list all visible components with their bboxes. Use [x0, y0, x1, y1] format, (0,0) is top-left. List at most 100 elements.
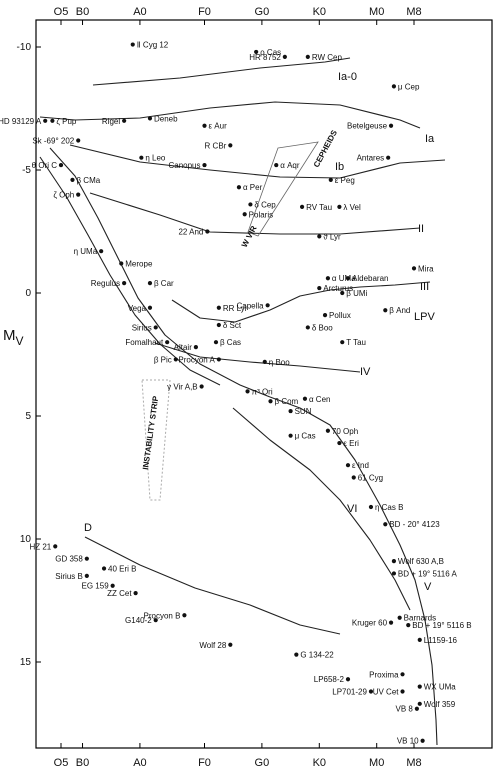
star-label: μ Cas	[295, 432, 316, 441]
star-label: L1159-16	[424, 636, 458, 645]
star-point: Arcturus	[317, 284, 353, 293]
star-dot	[133, 591, 138, 596]
stars-layer: HD 93129 A ζ Pup θ Ori C ζ Oph Ⅱ Cyg 12 ρ Cas…	[0, 41, 472, 746]
star-label: UV Cet	[373, 688, 400, 697]
star-point: η Boo	[262, 358, 290, 367]
star-label: Altair	[174, 343, 193, 352]
star-label: HD 93129 A	[0, 117, 42, 126]
luminosity-class-v: V	[424, 581, 432, 593]
star-label: T Tau	[346, 338, 366, 347]
star-point: 70 Oph	[325, 427, 358, 436]
star-label: Fomalhaut	[125, 338, 164, 347]
star-point: ε Aur	[202, 122, 227, 131]
star-label: GD 358	[55, 555, 83, 564]
star-dot	[265, 303, 270, 308]
star-point: ϑ Lyr	[317, 232, 341, 241]
x-tick-label-bottom: F0	[198, 757, 211, 769]
star-label: ζ Oph	[53, 191, 74, 200]
star-point: α Cen	[302, 395, 330, 404]
star-label: Proxima	[369, 670, 399, 679]
star-label: η Boo	[269, 358, 290, 367]
star-point: η UMa	[74, 247, 104, 256]
x-tick-label-top: G0	[255, 6, 270, 18]
y-tick-label: 5	[25, 411, 31, 422]
star-label: RR Lyr	[223, 304, 248, 313]
star-dot	[351, 475, 356, 480]
star-dot	[397, 615, 402, 620]
star-dot	[288, 408, 293, 414]
star-label: β Cas	[220, 338, 241, 347]
star-label: ε Aur	[209, 122, 228, 131]
star-point: LP658-2	[314, 675, 351, 684]
star-dot	[411, 266, 417, 271]
star-dot	[400, 672, 405, 677]
star-point: VB 10	[397, 737, 425, 746]
star-dot	[99, 249, 104, 254]
star-point: HR 8752	[249, 53, 287, 62]
star-point: Procyon B	[144, 611, 187, 620]
curve-ib	[69, 144, 446, 179]
star-label: EG 159	[82, 582, 110, 591]
star-point: Wolf 28	[199, 641, 233, 650]
curve-ia-0	[92, 57, 351, 86]
star-label: β Com	[275, 397, 299, 406]
star-label: Antares	[357, 154, 385, 163]
star-point: β Car	[147, 279, 174, 288]
star-point: SUN	[288, 407, 312, 416]
curve-iii	[171, 281, 431, 323]
star-label: Arcturus	[323, 284, 353, 293]
star-dot	[325, 276, 331, 281]
star-label: Sirius B	[55, 572, 83, 581]
star-label: δ Boo	[312, 323, 333, 332]
star-point: β UMi	[340, 289, 368, 298]
x-tick-label-top: O5	[54, 6, 69, 18]
star-label: α Aqr	[280, 161, 300, 170]
star-dot	[414, 706, 419, 711]
x-tick-label-top: M8	[406, 6, 421, 18]
star-dot	[368, 689, 374, 694]
star-label: β CMa	[76, 176, 100, 185]
star-label: Aldebaran	[352, 274, 388, 283]
star-dot	[325, 428, 331, 433]
y-axis-title-sub: V	[16, 334, 24, 348]
luminosity-class-ib: Ib	[335, 161, 344, 173]
cepheids-band	[247, 141, 319, 237]
star-dot	[337, 204, 342, 209]
star-dot	[205, 229, 210, 234]
luminosity-class-vi: VI	[347, 503, 357, 515]
star-label: ϑ Lyr	[323, 232, 341, 241]
star-point: γ Vir A,B	[167, 382, 204, 391]
x-tick-label-bottom: M0	[369, 757, 384, 769]
luminosity-class-iv: IV	[360, 366, 371, 378]
star-label: η UMa	[74, 247, 98, 256]
star-point: β Com	[268, 397, 299, 406]
star-dot	[406, 623, 411, 628]
star-dot	[202, 162, 207, 168]
star-point: μ Cas	[288, 432, 316, 441]
star-dot	[317, 285, 322, 291]
star-point: BD + 19° 5116 A	[391, 569, 457, 578]
luminosity-class-ia: Ia	[425, 133, 435, 145]
star-label: Sirius	[132, 323, 152, 332]
star-point: Deneb	[147, 114, 178, 123]
star-label: Barnards	[404, 614, 436, 623]
x-axis-spectral-classes: O5 O5 B0 B0 A0 A0 F0 F0 G0 G0 K0 K0 M0 M0 M8 M8	[54, 6, 422, 769]
star-dot	[328, 177, 333, 182]
star-point: Sk -69° 202	[32, 136, 81, 145]
star-label: LP658-2	[314, 675, 345, 684]
y-tick-label: -10	[17, 42, 32, 53]
star-point: BD + 19° 5116 B	[406, 621, 472, 630]
star-dot	[386, 155, 391, 160]
curve-ms-lo	[39, 156, 221, 386]
x-tick-label-bottom: O5	[54, 757, 69, 769]
star-dot	[147, 281, 153, 286]
star-dot	[305, 325, 310, 330]
star-point: δ Sct	[216, 321, 242, 330]
star-label: HR 8752	[249, 53, 281, 62]
star-point: Antares	[357, 154, 391, 163]
star-point: Rigel	[102, 117, 127, 126]
star-point: GD 358	[55, 555, 89, 564]
star-label: Mira	[418, 264, 434, 273]
star-point: ζ Pup	[50, 117, 77, 126]
star-dot	[165, 340, 170, 345]
